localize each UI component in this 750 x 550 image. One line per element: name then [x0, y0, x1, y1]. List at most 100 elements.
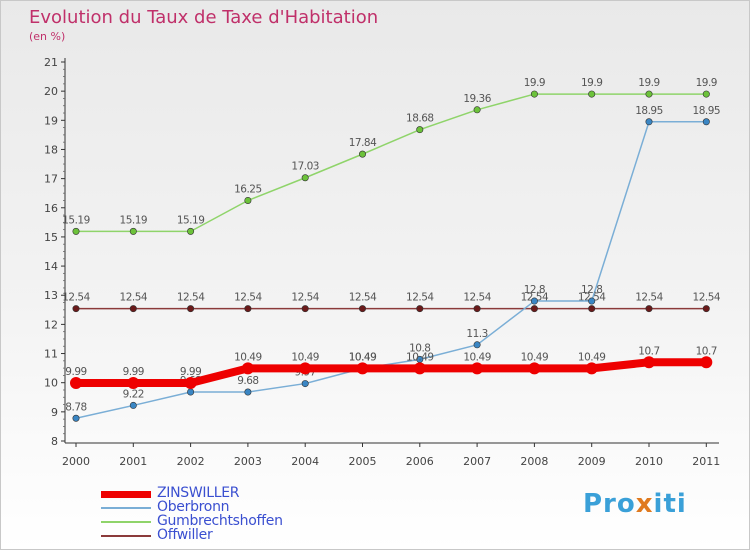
- data-point-gumbrechtshoffen: [530, 90, 538, 98]
- data-point-gumbrechtshoffen: [645, 90, 653, 98]
- data-label-zinswiller: 10.7: [638, 345, 659, 357]
- data-label-zinswiller: 10.49: [291, 351, 319, 363]
- data-point-offwiller: [416, 305, 424, 313]
- x-tick-label: 2001: [119, 455, 147, 468]
- x-tick-label: 2004: [291, 455, 319, 468]
- data-point-zinswiller: [70, 376, 82, 389]
- data-point-zinswiller: [585, 362, 598, 375]
- data-label-offwiller: 12.54: [463, 292, 491, 304]
- logo-part-3: iti: [653, 489, 687, 519]
- data-point-zinswiller: [413, 362, 426, 375]
- data-label-oberbronn: 8.78: [65, 401, 86, 413]
- data-label-gumbrechtshoffen: 17.03: [291, 161, 319, 173]
- legend-item-gumbrechtshoffen: Gumbrechtshoffen: [101, 513, 341, 529]
- y-tick-label: 10: [44, 377, 58, 390]
- legend-label-gumbrechtshoffen: Gumbrechtshoffen: [157, 513, 283, 529]
- data-point-oberbronn: [301, 380, 309, 388]
- data-label-zinswiller: 9.99: [65, 366, 86, 378]
- data-point-offwiller: [702, 305, 710, 313]
- data-label-gumbrechtshoffen: 19.9: [581, 77, 602, 89]
- chart-subtitle: (en %): [29, 30, 66, 43]
- y-tick-label: 15: [44, 231, 58, 244]
- data-label-oberbronn: 11.3: [466, 328, 487, 340]
- data-label-zinswiller: 10.49: [234, 351, 262, 363]
- data-label-zinswiller: 10.49: [578, 351, 606, 363]
- data-label-offwiller: 12.54: [62, 292, 90, 304]
- data-point-offwiller: [358, 305, 366, 313]
- data-label-zinswiller: 10.49: [406, 351, 434, 363]
- legend-label-offwiller: Offwiller: [157, 527, 213, 543]
- data-label-offwiller: 12.54: [693, 292, 721, 304]
- data-point-offwiller: [129, 305, 137, 313]
- data-label-oberbronn: 18.95: [693, 105, 721, 117]
- data-label-offwiller: 12.54: [349, 292, 377, 304]
- data-point-oberbronn: [588, 297, 596, 305]
- x-tick-label: 2003: [234, 455, 262, 468]
- data-label-gumbrechtshoffen: 15.19: [177, 214, 205, 226]
- data-label-gumbrechtshoffen: 18.68: [406, 113, 434, 125]
- legend-label-oberbronn: Oberbronn: [157, 499, 230, 515]
- data-label-offwiller: 12.54: [177, 292, 205, 304]
- data-point-gumbrechtshoffen: [702, 90, 710, 98]
- y-tick-label: 11: [44, 348, 58, 361]
- y-tick-label: 14: [44, 260, 58, 273]
- data-label-zinswiller: 10.7: [696, 345, 717, 357]
- data-point-zinswiller: [241, 362, 254, 375]
- data-point-offwiller: [72, 305, 80, 313]
- data-label-zinswiller: 9.99: [180, 366, 201, 378]
- data-point-offwiller: [244, 305, 252, 313]
- data-point-offwiller: [530, 305, 538, 313]
- data-label-gumbrechtshoffen: 19.9: [524, 77, 545, 89]
- data-label-zinswiller: 9.99: [123, 366, 144, 378]
- data-point-oberbronn: [187, 388, 195, 396]
- x-tick-label: 2006: [406, 455, 434, 468]
- legend-item-oberbronn: Oberbronn: [101, 499, 341, 515]
- series-line-oberbronn: [75, 121, 708, 420]
- data-label-offwiller: 12.54: [120, 292, 148, 304]
- data-point-zinswiller: [127, 376, 140, 389]
- data-label-oberbronn: 10.8: [409, 342, 430, 354]
- data-label-oberbronn: 18.95: [635, 105, 663, 117]
- x-tick-label: 2007: [463, 455, 491, 468]
- data-point-offwiller: [301, 305, 309, 313]
- data-point-offwiller: [473, 305, 481, 313]
- data-point-zinswiller: [700, 356, 713, 369]
- data-point-gumbrechtshoffen: [244, 196, 252, 204]
- data-point-zinswiller: [471, 362, 484, 375]
- legend-label-zinswiller: ZINSWILLER: [157, 485, 240, 501]
- data-label-oberbronn: 12.8: [581, 284, 602, 296]
- data-label-zinswiller: 10.49: [349, 351, 377, 363]
- data-label-offwiller: 12.54: [234, 292, 262, 304]
- y-tick-label: 16: [44, 202, 58, 215]
- x-tick-label: 2002: [177, 455, 205, 468]
- legend-swatch-zinswiller: [101, 491, 151, 498]
- proxiti-logo: Proxiti: [583, 489, 687, 519]
- data-label-zinswiller: 10.49: [521, 351, 549, 363]
- x-tick-label: 2008: [520, 455, 548, 468]
- data-point-zinswiller: [528, 362, 541, 375]
- chart-title: Evolution du Taux de Taxe d'Habitation: [29, 7, 379, 28]
- legend-swatch-offwiller: [101, 535, 151, 537]
- data-point-oberbronn: [473, 341, 481, 349]
- data-label-oberbronn: 10.49: [349, 351, 377, 363]
- data-point-zinswiller: [643, 356, 655, 369]
- logo-part-2: x: [635, 489, 654, 519]
- x-tick-label: 2010: [635, 455, 663, 468]
- data-label-gumbrechtshoffen: 15.19: [62, 214, 90, 226]
- y-tick-label: 18: [44, 143, 58, 156]
- legend-item-zinswiller: ZINSWILLER: [101, 485, 341, 501]
- data-point-gumbrechtshoffen: [301, 174, 309, 182]
- y-tick-label: 8: [51, 435, 58, 448]
- data-point-offwiller: [187, 305, 195, 313]
- data-point-gumbrechtshoffen: [473, 106, 481, 114]
- data-point-oberbronn: [244, 388, 252, 396]
- series-line-gumbrechtshoffen: [75, 93, 708, 233]
- data-label-gumbrechtshoffen: 19.9: [638, 77, 659, 89]
- data-point-offwiller: [588, 305, 596, 313]
- y-tick-label: 21: [44, 56, 58, 69]
- data-label-oberbronn: 12.8: [524, 284, 545, 296]
- series-line-zinswiller: [72, 358, 711, 387]
- data-label-offwiller: 12.54: [291, 292, 319, 304]
- data-label-oberbronn: 9.22: [123, 388, 144, 400]
